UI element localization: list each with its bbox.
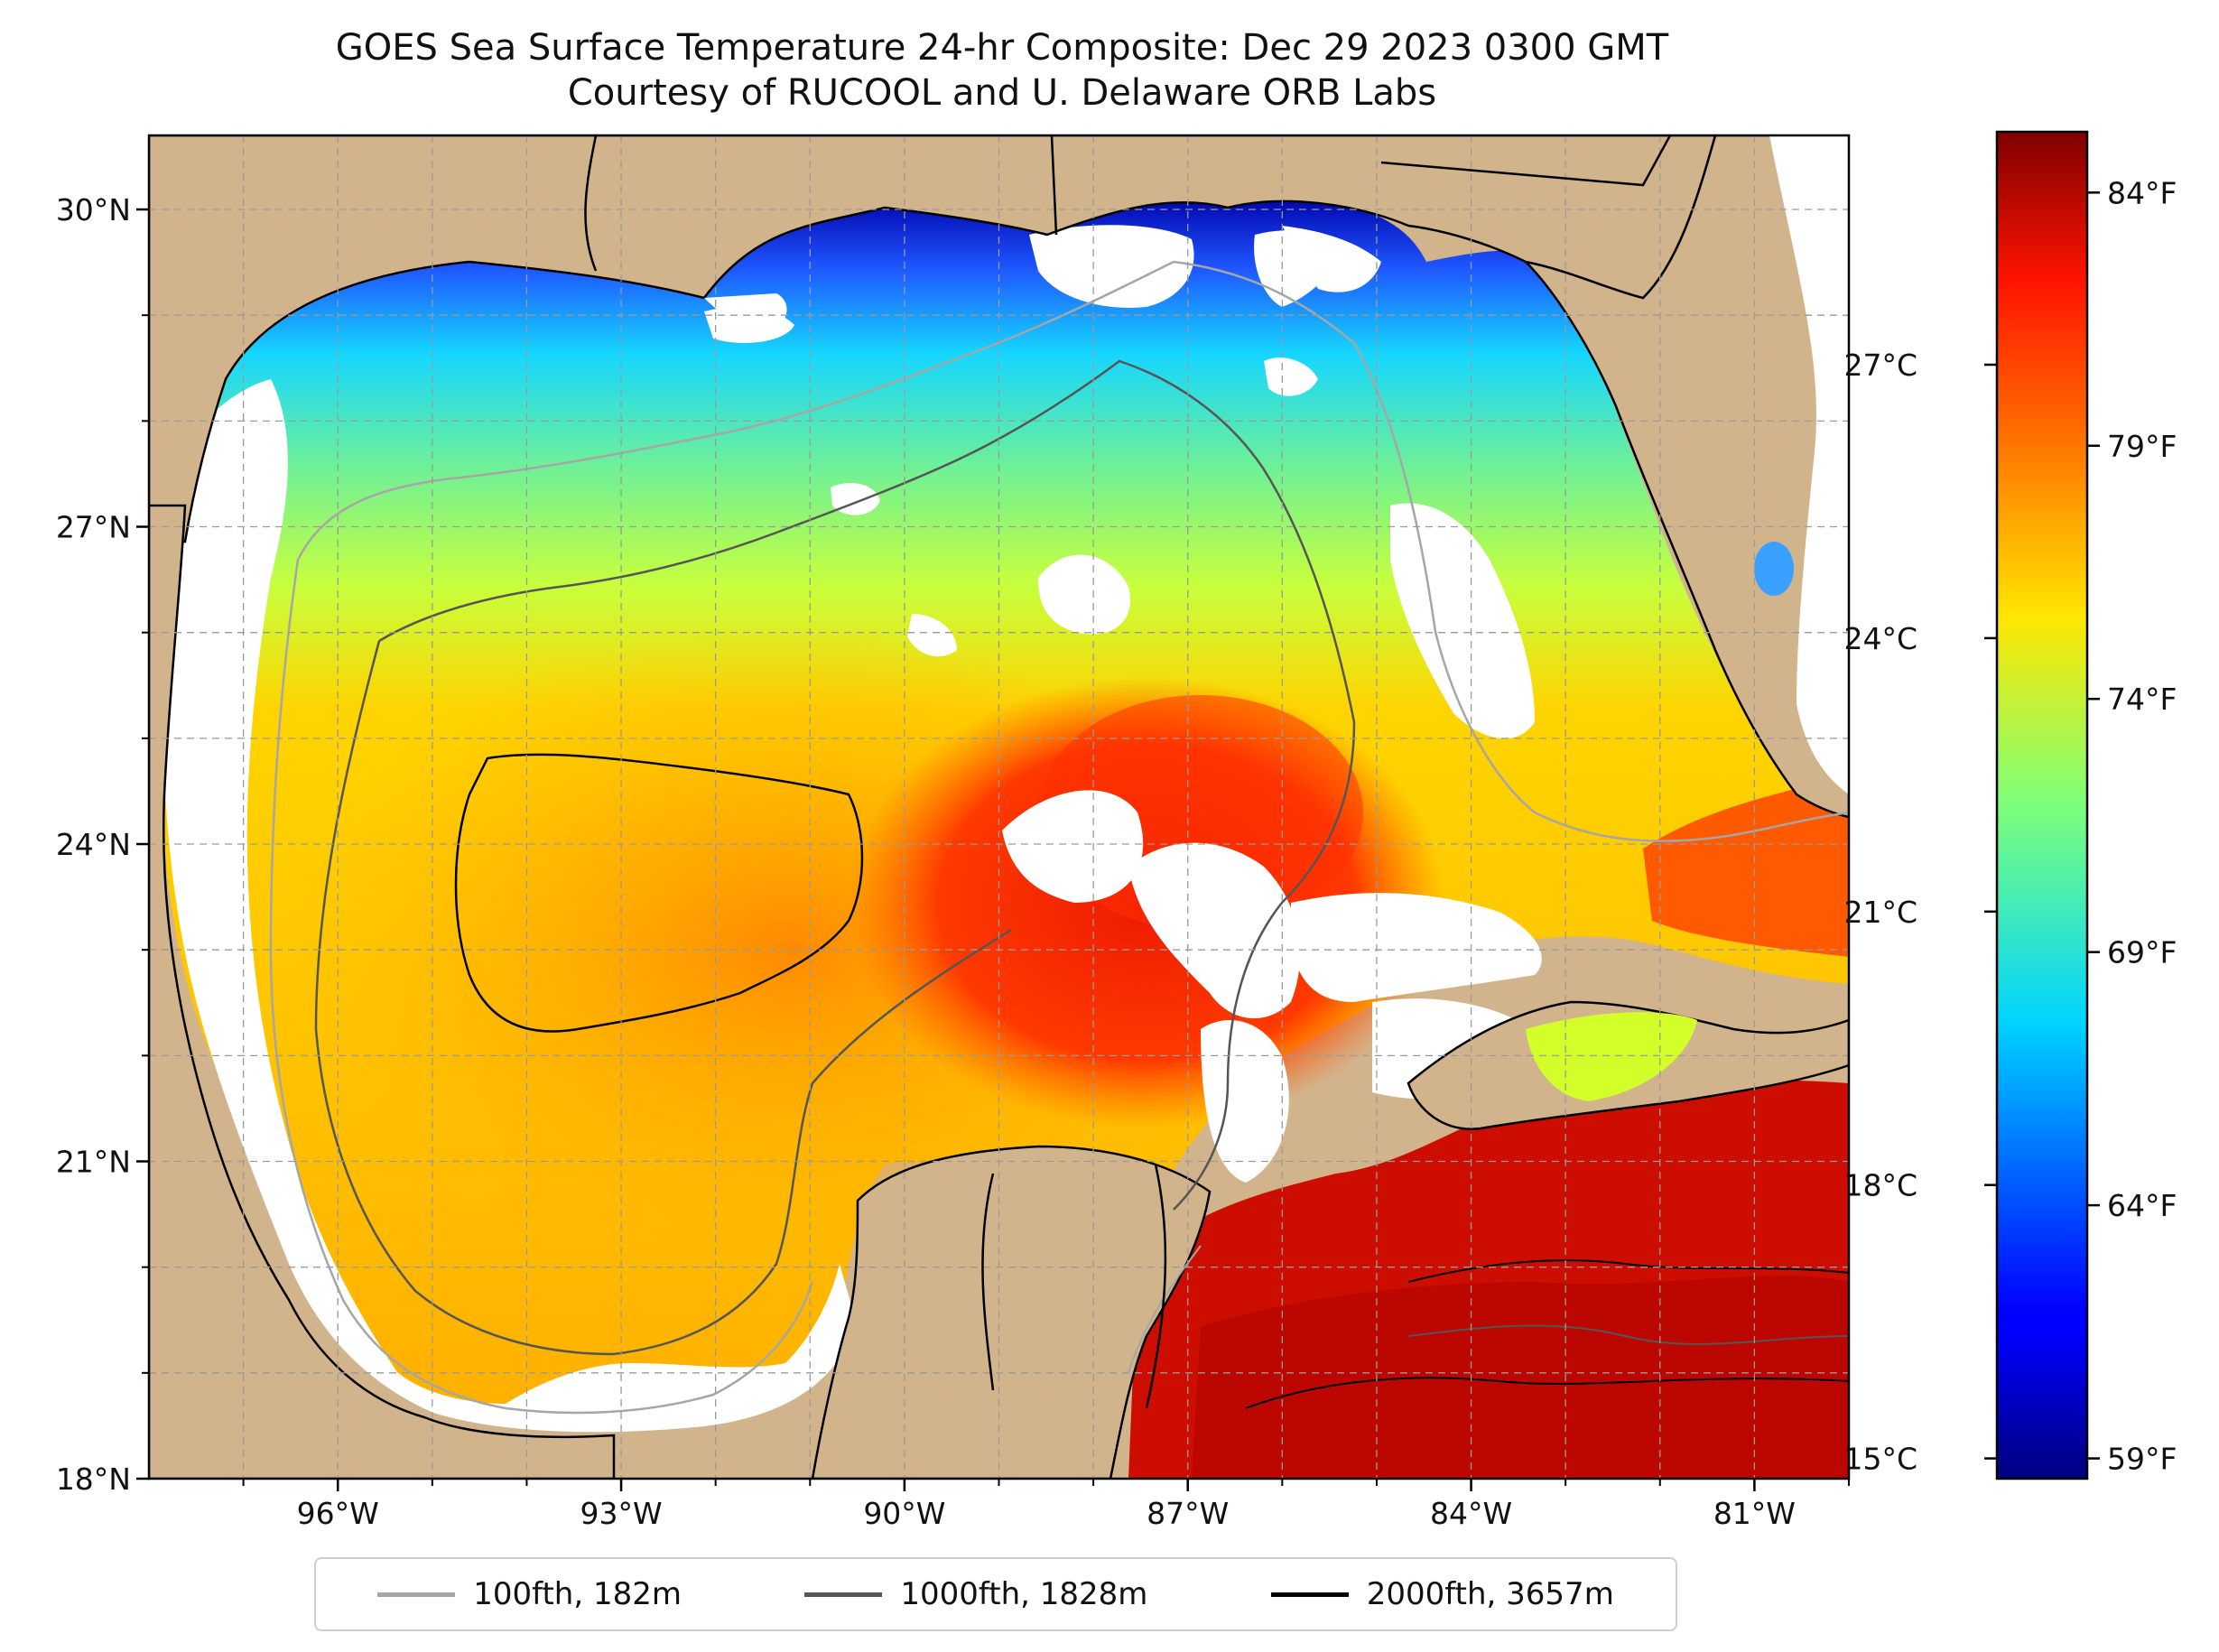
colorbar-c-label: 15°C (1843, 1442, 1917, 1477)
lon-tick-label: 87°W (1147, 1496, 1229, 1531)
legend-label-100fth: 100fth, 182m (473, 1576, 682, 1612)
map-title: GOES Sea Surface Temperature 24-hr Compo… (335, 27, 1669, 69)
atlantic-gap (1769, 135, 1849, 794)
colorbar-f-label: 84°F (2107, 175, 2177, 210)
colorbar-f-label: 74°F (2107, 682, 2177, 717)
contour-legend: 100fth, 182m 1000fth, 1828m 2000fth, 365… (314, 1557, 1677, 1631)
cloud-gaps (163, 225, 1542, 1433)
legend-line-100fth (377, 1592, 456, 1597)
caribbean-dark (1192, 1275, 1849, 1479)
map-area (149, 135, 1849, 1479)
colorbar-c-label: 24°C (1843, 621, 1917, 656)
contour-1000fth (314, 359, 1356, 1356)
legend-label-1000fth: 1000fth, 1828m (900, 1576, 1148, 1612)
legend-item-1000fth: 1000fth, 1828m (804, 1576, 1147, 1612)
lon-tick-label: 96°W (297, 1496, 379, 1531)
legend-line-1000fth (804, 1592, 883, 1597)
cuba-west-warm (1526, 1012, 1697, 1101)
lat-axis: 18°N 21°N 24°N 27°N 30°N (56, 192, 149, 1497)
lat-tick-label: 24°N (56, 827, 131, 862)
depth-contours (269, 260, 1849, 1415)
colorbar (1995, 130, 2089, 1480)
lat-tick-label: 27°N (56, 510, 131, 545)
colorbar-f-label: 69°F (2107, 935, 2177, 970)
lon-tick-label: 84°W (1430, 1496, 1512, 1531)
gridlines (149, 135, 1849, 1479)
map-subtitle: Courtesy of RUCOOL and U. Delaware ORB L… (567, 72, 1437, 114)
borders (584, 135, 1672, 1409)
lake-okeechobee (1754, 542, 1794, 596)
mexico-coast-land (149, 504, 616, 1479)
legend-item-100fth: 100fth, 182m (377, 1576, 682, 1612)
contour-2000fth (454, 753, 864, 1033)
colorbar-c-label: 18°C (1843, 1168, 1917, 1203)
lon-axis: 96°W 93°W 90°W 87°W 84°W 81°W (242, 1479, 1850, 1531)
legend-line-2000fth (1270, 1592, 1349, 1597)
lat-tick-label: 30°N (56, 192, 131, 227)
lon-tick-label: 93°W (580, 1496, 662, 1531)
colorbar-celsius-axis: 15°C 18°C 21°C 24°C 27°C (1843, 348, 1997, 1477)
lat-tick-label: 21°N (56, 1145, 131, 1180)
colorbar-f-label: 64°F (2107, 1188, 2177, 1223)
lon-tick-label: 81°W (1713, 1496, 1796, 1531)
lon-tick-label: 90°W (863, 1496, 945, 1531)
legend-label-2000fth: 2000fth, 3657m (1366, 1576, 1614, 1612)
contour-100fth (269, 260, 1849, 1415)
colorbar-f-label: 79°F (2107, 429, 2177, 464)
legend-item-2000fth: 2000fth, 3657m (1270, 1576, 1614, 1612)
colorbar-c-label: 27°C (1843, 348, 1917, 383)
colorbar-f-label: 59°F (2107, 1442, 2177, 1477)
us-coast-land (149, 135, 1717, 543)
colorbar-c-label: 21°C (1843, 895, 1917, 930)
lat-tick-label: 18°N (56, 1462, 131, 1497)
colorbar-fahrenheit-axis: 59°F 64°F 69°F 74°F 79°F 84°F (2087, 175, 2177, 1477)
yucatan-land (811, 1145, 1212, 1479)
